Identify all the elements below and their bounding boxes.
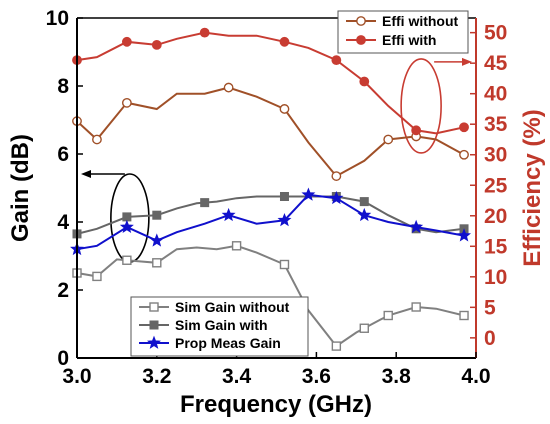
left-tick-label: 2 xyxy=(57,279,69,302)
legend-gain: Sim Gain without Sim Gain with Prop Meas G… xyxy=(130,296,309,357)
effi-with-point xyxy=(359,76,370,87)
prop-meas-gain-point xyxy=(329,190,344,205)
left-tick-label: 0 xyxy=(57,347,69,370)
effi-with-line xyxy=(76,31,465,135)
effi-with-point xyxy=(331,55,342,66)
right-tick-label: 25 xyxy=(484,174,508,197)
effi-without-point xyxy=(459,149,469,160)
right-y-axis-label: Efficiency (%) xyxy=(519,109,546,266)
right-tick-label: 40 xyxy=(484,83,507,106)
sim-gain-without-point xyxy=(411,302,421,312)
sim-gain-with-point xyxy=(279,192,289,201)
sim-gain-without-point xyxy=(383,310,393,321)
sim-gain-without-point xyxy=(231,241,242,251)
effi-with-point xyxy=(151,39,162,50)
right-tick-label: 50 xyxy=(484,22,507,45)
right-tick-label: 30 xyxy=(484,144,507,167)
sim-gain-with-point xyxy=(359,197,369,207)
effi-with-point xyxy=(279,36,290,47)
x-tick-label: 3.4 xyxy=(222,365,252,388)
series-layer xyxy=(70,27,471,351)
legend-label-effi-with: Effi with xyxy=(382,32,436,48)
effi-with-point xyxy=(199,27,210,38)
annotation-arrowhead-right xyxy=(462,57,472,66)
sim-gain-without-point xyxy=(279,259,290,270)
prop-meas-gain-point xyxy=(277,212,292,227)
legend-marker-prop-meas-gain xyxy=(147,335,161,349)
x-tick-label: 4.0 xyxy=(461,365,490,388)
right-tick-label: 20 xyxy=(484,205,507,228)
legend-marker-effi-without xyxy=(356,16,366,26)
left-tick-label: 6 xyxy=(57,143,69,166)
x-tick-label: 3.2 xyxy=(142,365,171,388)
prop-meas-gain-point xyxy=(301,187,316,201)
effi-with-point xyxy=(411,125,422,136)
right-tick-label: 10 xyxy=(484,266,507,289)
effi-without-point xyxy=(331,171,342,181)
sim-gain-without-point xyxy=(122,255,132,265)
effi-without-point xyxy=(92,134,102,145)
prop-meas-gain-point xyxy=(221,207,236,222)
annotation-arrowhead-left xyxy=(81,170,91,178)
sim-gain-without-point xyxy=(331,341,342,351)
prop-meas-gain-point xyxy=(149,233,164,247)
effi-without-line xyxy=(76,86,465,178)
left-tick-label: 8 xyxy=(57,75,69,98)
effi-without-point xyxy=(121,97,132,108)
prop-meas-gain-point xyxy=(357,207,372,222)
left-y-axis-label: Gain (dB) xyxy=(7,134,34,242)
sim-gain-without-point xyxy=(92,271,102,282)
sim-gain-with-point xyxy=(152,210,162,220)
x-axis-label: Frequency (GHz) xyxy=(180,391,372,418)
right-tick-label: 15 xyxy=(484,235,508,258)
legend-label-sim-gain-with: Sim Gain with xyxy=(175,317,268,333)
prop-meas-gain-point xyxy=(409,219,424,234)
effi-without-point xyxy=(223,82,234,93)
legend-label-sim-gain-without: Sim Gain without xyxy=(175,299,290,315)
axes-layer: 3.0 3.2 3.4 3.6 3.8 4.0 0 2 4 6 8 10 0 5 10 15 20 25 30 35 4… xyxy=(46,7,508,388)
right-tick-label: 0 xyxy=(484,327,496,350)
legend-efficiency: Effi without Effi with xyxy=(337,10,469,54)
legend-label-effi-without: Effi without xyxy=(382,13,459,29)
x-tick-label: 3.8 xyxy=(382,365,412,388)
legend-label-prop-meas-gain: Prop Meas Gain xyxy=(175,335,281,351)
legend-marker-effi-with xyxy=(356,35,366,45)
sim-gain-with-point xyxy=(200,198,210,208)
x-tick-label: 3.6 xyxy=(302,365,331,388)
sim-gain-with-point xyxy=(122,212,132,222)
right-tick-label: 45 xyxy=(484,52,508,75)
prop-meas-gain-line xyxy=(76,193,465,251)
sim-gain-without-point xyxy=(152,258,162,268)
legend-marker-sim-gain-with xyxy=(149,320,159,330)
sim-gain-without-point xyxy=(359,323,369,333)
sim-gain-with-line xyxy=(76,195,465,235)
effi-without-point xyxy=(279,104,290,114)
x-tick-label: 3.0 xyxy=(62,365,91,388)
right-tick-label: 5 xyxy=(484,296,496,319)
prop-meas-gain-point xyxy=(457,228,471,242)
sim-gain-without-point xyxy=(459,310,469,321)
effi-with-point xyxy=(121,36,132,47)
annotation-ellipse-right xyxy=(400,58,442,154)
effi-with-point xyxy=(459,122,469,133)
left-tick-label: 4 xyxy=(57,211,69,234)
effi-without-point xyxy=(383,134,394,145)
prop-meas-gain-point xyxy=(119,219,134,234)
left-tick-label: 10 xyxy=(46,7,69,30)
right-tick-label: 35 xyxy=(484,113,508,136)
legend-marker-sim-gain-without xyxy=(149,302,159,312)
